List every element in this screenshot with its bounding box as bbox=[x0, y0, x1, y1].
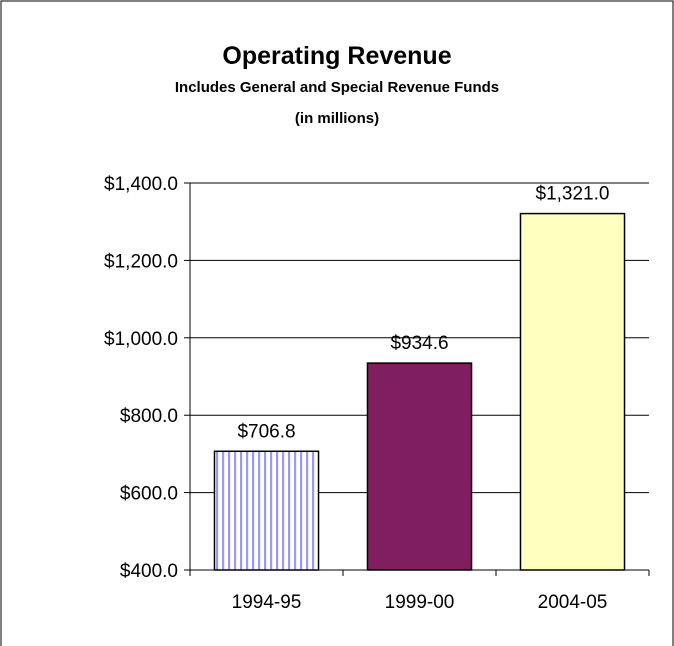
y-tick-label-3: $1,000.0 bbox=[104, 329, 178, 350]
chart-title: Operating Revenue bbox=[222, 42, 451, 70]
bars bbox=[213, 212, 626, 571]
x-tick-label-1994-95: 1994-95 bbox=[232, 592, 302, 613]
y-tick-label-2: $800.0 bbox=[120, 406, 178, 427]
y-tick-label-0: $400.0 bbox=[120, 561, 178, 582]
data-label-1999-00: $934.6 bbox=[390, 333, 448, 354]
bar-1994-95 bbox=[213, 450, 320, 571]
data-label-1994-95: $706.8 bbox=[237, 421, 295, 442]
bar-1999-00 bbox=[366, 362, 473, 571]
x-tick-label-2004-05: 2004-05 bbox=[538, 592, 608, 613]
chart-subtitle-line-2: (in millions) bbox=[295, 110, 379, 127]
y-tick-label-4: $1,200.0 bbox=[104, 251, 178, 272]
labels: $400.0 $600.0 $800.0 $1,000.0 $1,200.0 $1,400… bbox=[104, 174, 609, 613]
chart-subtitle-line-1: Includes General and Special Revenue Fun… bbox=[175, 79, 499, 96]
y-tick-label-5: $1,400.0 bbox=[104, 174, 178, 195]
x-tick-label-1999-00: 1999-00 bbox=[385, 592, 455, 613]
y-tick-label-1: $600.0 bbox=[120, 484, 178, 505]
data-label-2004-05: $1,321.0 bbox=[536, 184, 610, 205]
bar-2004-05 bbox=[519, 212, 626, 571]
